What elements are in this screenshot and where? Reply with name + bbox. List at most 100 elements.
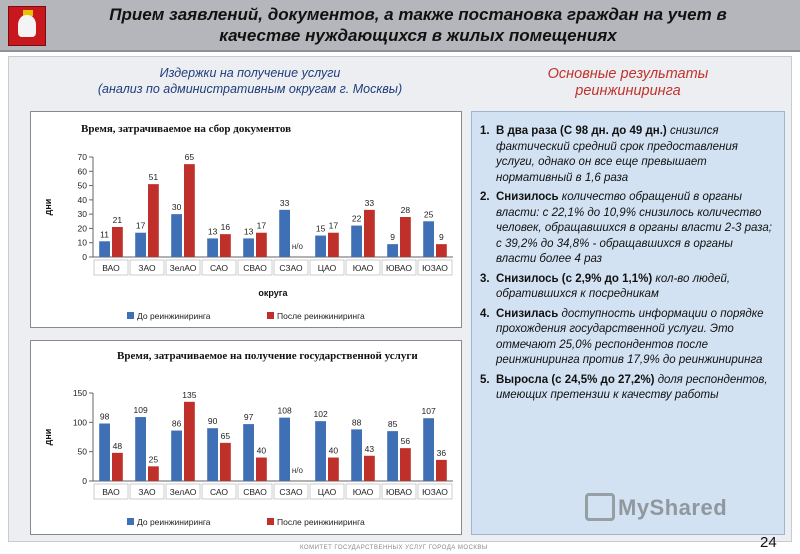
category-box [237, 259, 273, 276]
bar [184, 164, 195, 257]
result-item: 2. Снизилось количество обращений в орган… [480, 190, 774, 268]
data-label: 28 [401, 205, 411, 215]
y-tick-label: 0 [82, 252, 87, 262]
moscow-emblem-icon [8, 6, 46, 46]
category-box [165, 483, 201, 500]
category-box [201, 483, 237, 500]
bar [112, 452, 123, 481]
category-label: САО [210, 487, 228, 497]
category-box [345, 259, 381, 276]
page-number: 24 [760, 534, 777, 551]
data-label: 13 [244, 226, 254, 236]
data-label: 135 [182, 390, 196, 400]
slide-title-line2: качестве нуждающихся в жилых помещениях [219, 26, 617, 45]
data-label: 102 [314, 409, 328, 419]
category-label: ЮЗАО [422, 263, 448, 273]
data-label: 97 [244, 412, 254, 422]
chart-title: Время, затрачиваемое на сбор документов [81, 123, 291, 135]
watermark: MyShared [618, 495, 728, 520]
bar [364, 455, 375, 481]
data-label: 17 [329, 221, 339, 231]
result-number: 5. [480, 373, 490, 386]
category-label: ЦАО [318, 263, 337, 273]
left-heading-line2: (анализ по административным округам г. М… [97, 82, 403, 96]
category-box [417, 259, 453, 276]
data-label: 16 [221, 222, 231, 232]
chart-documents-svg: Время, затрачиваемое на сбор документов д… [43, 123, 453, 321]
data-label: 25 [424, 209, 434, 219]
legend-swatch [267, 312, 274, 319]
x-axis-label: округа [258, 288, 288, 298]
bar [243, 238, 254, 257]
category-box [309, 259, 345, 276]
bar [171, 430, 182, 481]
category-label: ЗАО [138, 263, 156, 273]
category-box [273, 483, 309, 500]
result-bold: Снизилось [496, 191, 559, 203]
bar [148, 184, 159, 257]
bar [220, 234, 231, 257]
data-label: 22 [352, 214, 362, 224]
category-label: СЗАО [279, 487, 303, 497]
results-panel: 1. В два раза (С 98 дн. до 49 дн.) снизил… [471, 111, 785, 535]
category-label: ЮВАО [386, 263, 412, 273]
y-tick-label: 20 [78, 223, 88, 233]
chart-service: Время, затрачиваемое на получение госуда… [30, 340, 462, 535]
data-label: 85 [388, 419, 398, 429]
y-tick-label: 150 [73, 388, 87, 398]
bar [436, 459, 447, 481]
bar [279, 209, 290, 257]
data-label: 40 [257, 446, 267, 456]
bar [351, 225, 362, 257]
right-heading-line1: Основные результаты [547, 66, 709, 82]
legend-label: После реинжиниринга [277, 311, 365, 321]
category-label: ЗАО [138, 487, 156, 497]
bar [436, 244, 447, 257]
bar [364, 209, 375, 257]
data-label: 33 [280, 198, 290, 208]
result-bold: В два раза (С 98 дн. до 49 дн.) [496, 125, 667, 137]
bar [184, 401, 195, 481]
y-tick-label: 0 [82, 476, 87, 486]
data-label: 33 [365, 198, 375, 208]
y-tick-label: 40 [78, 195, 88, 205]
category-box [381, 259, 417, 276]
data-label: 86 [172, 419, 182, 429]
right-heading: Основные результаты реинжиниринга [488, 66, 768, 100]
result-text: доля респондентов, имеющих претензии к к… [496, 373, 768, 402]
data-label: 25 [149, 454, 159, 464]
data-label: 40 [329, 446, 339, 456]
data-label: 98 [100, 412, 110, 422]
bar [112, 227, 123, 257]
missing-label: н/о [292, 466, 304, 475]
slide-header: Прием заявлений, документов, а также пос… [0, 0, 800, 52]
data-label: 90 [208, 416, 218, 426]
bar [207, 238, 218, 257]
category-label: ЮАО [353, 263, 374, 273]
data-label: 108 [278, 406, 292, 416]
bar [99, 423, 110, 481]
result-text: кол-во людей, обратившихся к посредникам [496, 272, 731, 301]
category-label: ВАО [102, 487, 120, 497]
category-box [129, 483, 165, 500]
category-box [273, 259, 309, 276]
chart-service-svg: Время, затрачиваемое на получение госуда… [43, 350, 453, 527]
bar [256, 457, 267, 481]
y-tick-label: 30 [78, 209, 88, 219]
category-label: ЮАО [353, 487, 374, 497]
category-box [309, 483, 345, 500]
category-label: ЮВАО [386, 487, 412, 497]
bar [220, 442, 231, 481]
result-bold: Снизилась [496, 307, 559, 320]
data-label: 17 [136, 221, 146, 231]
bar [400, 448, 411, 481]
result-item: 5. Выросла (с 24,5% до 27,2%) доля респон… [480, 373, 774, 404]
bar [171, 214, 182, 257]
bar [315, 421, 326, 481]
category-label: ЮЗАО [422, 487, 448, 497]
bar [423, 418, 434, 481]
left-heading-line1: Издержки на получение услуги [159, 66, 341, 80]
category-box [345, 483, 381, 500]
category-label: СВАО [243, 487, 267, 497]
category-box [93, 483, 129, 500]
